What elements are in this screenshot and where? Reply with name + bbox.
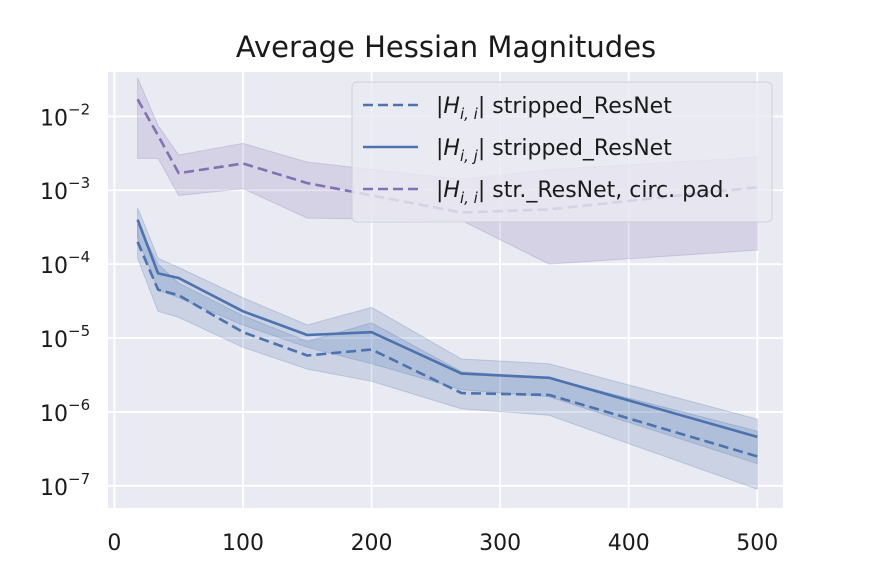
x-axis-ticks: 0 100 200 300 400 500: [107, 531, 778, 556]
y-axis-ticks: 10−2 10−3 10−4 10−5 10−6 10−7: [40, 100, 90, 500]
y-tick-label: 10−2: [40, 100, 90, 131]
legend-frame: [351, 81, 773, 223]
y-tick-label: 10−6: [40, 396, 90, 427]
error-band-0: [137, 223, 758, 490]
x-tick-label: 400: [608, 531, 650, 556]
series-line-2: [136, 98, 758, 214]
x-tick-label: 0: [107, 531, 121, 556]
y-tick-label: 10−4: [40, 248, 90, 279]
legend: |Hi, i| stripped_ResNet |Hi, j| stripped_…: [351, 81, 773, 223]
x-tick-label: 100: [222, 531, 264, 556]
legend-label-0: |Hi, i| stripped_ResNet: [436, 94, 672, 123]
chart-title: Average Hessian Magnitudes: [236, 30, 656, 64]
series-line-0: [136, 241, 758, 458]
series-line-1: [136, 219, 758, 439]
error-band-1: [137, 207, 758, 465]
legend-label-2: |Hi, i| str._ResNet, circ. pad.: [436, 178, 731, 207]
series-lines: [136, 98, 758, 458]
x-tick-label: 500: [736, 531, 778, 556]
y-tick-label: 10−3: [40, 174, 90, 205]
legend-label-1: |Hi, j| stripped_ResNet: [436, 136, 672, 165]
x-tick-label: 300: [479, 531, 521, 556]
x-tick-label: 200: [351, 531, 393, 556]
y-tick-label: 10−7: [40, 470, 90, 501]
y-tick-label: 10−5: [40, 322, 90, 353]
